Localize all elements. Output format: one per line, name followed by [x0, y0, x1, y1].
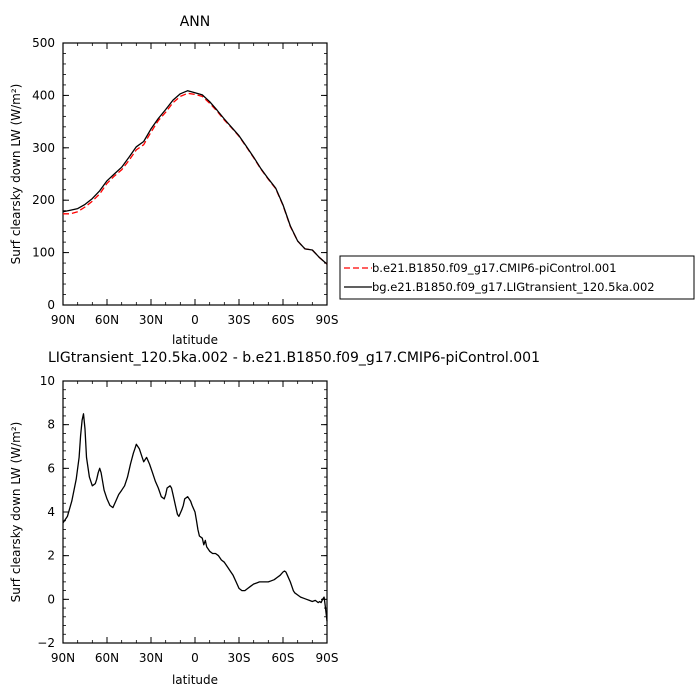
bottom-panel: LIGtransient_120.5ka.002 - b.e21.B1850.f… [9, 350, 540, 687]
bottom-x-tick-label: 30S [228, 651, 251, 665]
bottom-x-tick-label: 0 [191, 651, 199, 665]
bottom-y-tick-label: −2 [37, 636, 55, 650]
top-y-tick-label: 200 [32, 193, 55, 207]
top-y-tick-label: 0 [47, 298, 55, 312]
bottom-x-ticks: 90N 60N 30N 0 30S 60S 90S [51, 381, 339, 665]
legend-label-lig: bg.e21.B1850.f09_g17.LIGtransient_120.5k… [372, 280, 655, 294]
top-chart-title: ANN [180, 14, 211, 30]
top-x-axis-label: latitude [172, 333, 218, 347]
bottom-x-tick-label: 90N [51, 651, 75, 665]
top-x-tick-label: 90N [51, 313, 75, 327]
bottom-y-tick-label: 8 [47, 418, 55, 432]
bottom-x-tick-label: 30N [139, 651, 163, 665]
bottom-x-tick-label: 60S [272, 651, 295, 665]
bottom-x-tick-label: 60N [95, 651, 119, 665]
bottom-series-lines [62, 413, 328, 622]
bottom-y-tick-label: 0 [47, 592, 55, 606]
top-x-tick-label: 90S [316, 313, 339, 327]
bottom-chart-title: LIGtransient_120.5ka.002 - b.e21.B1850.f… [48, 350, 540, 366]
legend-box [339, 255, 695, 300]
bottom-y-tick-label: 6 [47, 461, 55, 475]
top-x-tick-label: 30N [139, 313, 163, 327]
top-y-tick-label: 400 [32, 88, 55, 102]
top-series-lines [62, 90, 328, 265]
top-y-tick-label: 500 [32, 36, 55, 50]
top-y-tick-label: 300 [32, 141, 55, 155]
bottom-x-axis-label: latitude [172, 673, 218, 687]
top-series-line-1 [62, 90, 328, 265]
top-y-axis-label: Surf clearsky down LW (W/m²) [9, 84, 23, 265]
top-x-tick-label: 0 [191, 313, 199, 327]
top-y-ticks: 0 100 200 300 400 500 [32, 36, 327, 312]
top-x-tick-label: 60S [272, 313, 295, 327]
top-x-tick-label: 30S [228, 313, 251, 327]
bottom-y-tick-label: 10 [40, 374, 55, 388]
top-y-tick-label: 100 [32, 246, 55, 260]
bottom-y-ticks: −2 0 2 4 6 8 10 [37, 374, 327, 650]
legend-label-control: b.e21.B1850.f09_g17.CMIP6-piControl.001 [372, 261, 617, 275]
top-x-tick-label: 60N [95, 313, 119, 327]
bottom-x-tick-label: 90S [316, 651, 339, 665]
bottom-y-tick-label: 2 [47, 549, 55, 563]
top-x-ticks: 90N 60N 30N 0 30S 60S 90S [51, 43, 339, 327]
bottom-y-axis-label: Surf clearsky down LW (W/m²) [9, 422, 23, 603]
bottom-series-line-0 [62, 413, 328, 622]
top-panel: ANN 0 100 200 300 400 500 90N 60N 30N 0 30S 60S 90S… [9, 14, 338, 347]
top-series-line-0 [63, 92, 328, 265]
legend: b.e21.B1850.f09_g17.CMIP6-piControl.001 … [339, 255, 695, 300]
top-plot-frame [62, 42, 328, 306]
bottom-y-tick-label: 4 [47, 505, 55, 519]
